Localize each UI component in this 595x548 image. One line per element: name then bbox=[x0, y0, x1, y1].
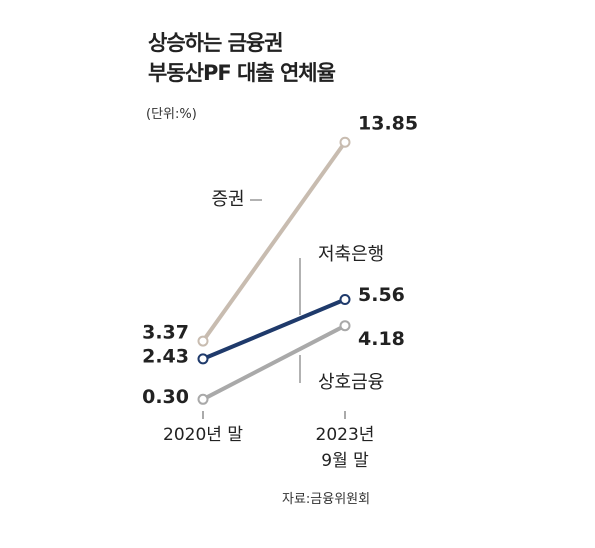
series-label: 증권 bbox=[211, 189, 244, 210]
point bbox=[339, 294, 351, 306]
value-label: 2.43 bbox=[142, 345, 189, 367]
series-label: 저축은행 bbox=[318, 244, 384, 265]
point bbox=[197, 335, 209, 347]
series-label: 상호금융 bbox=[318, 372, 384, 393]
series-line bbox=[202, 297, 346, 361]
point bbox=[339, 320, 351, 332]
point bbox=[197, 353, 209, 365]
x-tick-label: 2020년 말 bbox=[163, 425, 243, 445]
series-line bbox=[202, 323, 346, 402]
value-label: 3.37 bbox=[142, 322, 189, 344]
series-line bbox=[201, 141, 347, 343]
value-label: 13.85 bbox=[358, 113, 418, 135]
point bbox=[339, 136, 351, 148]
value-label: 0.30 bbox=[142, 386, 189, 408]
value-label: 5.56 bbox=[358, 284, 405, 306]
value-label: 4.18 bbox=[358, 328, 405, 350]
chart-title: 상승하는 금융권 부동산PF 대출 연체율 bbox=[148, 31, 336, 85]
source: 자료:금융위원회 bbox=[282, 492, 371, 507]
point bbox=[197, 393, 209, 405]
x-tick-label: 2023년 9월 말 bbox=[315, 425, 375, 471]
unit: (단위:%) bbox=[146, 107, 197, 122]
